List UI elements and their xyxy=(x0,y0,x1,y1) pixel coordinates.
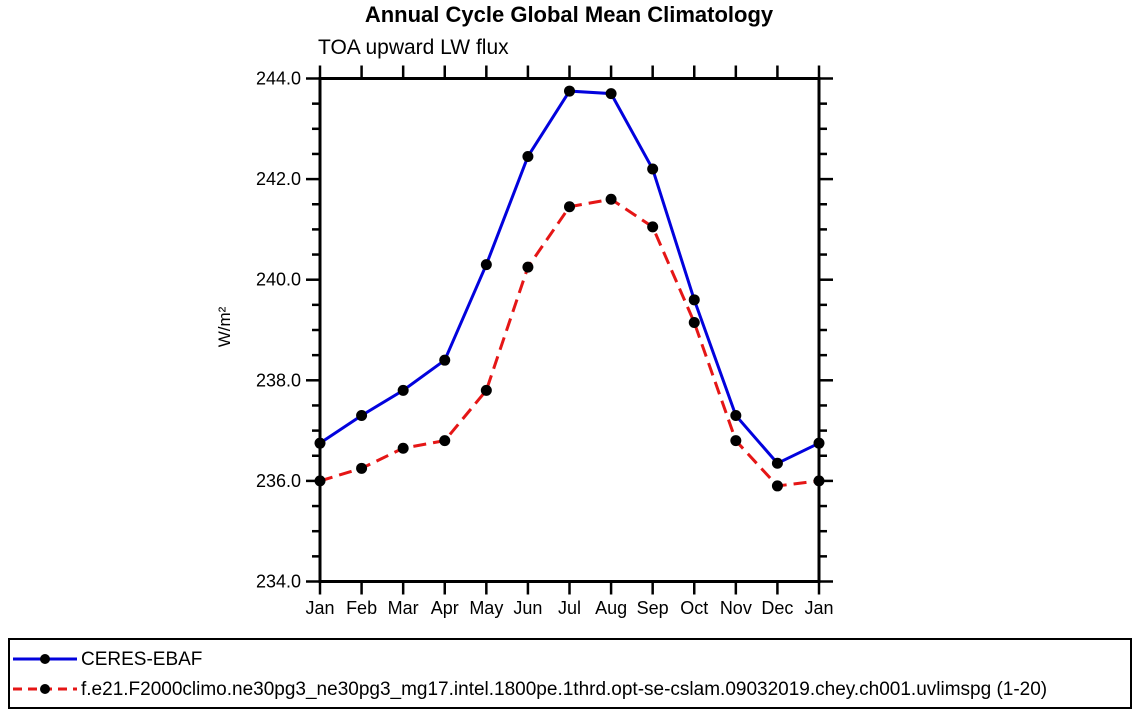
x-tick-label: Mar xyxy=(388,598,419,618)
series-line-1 xyxy=(319,197,820,488)
y-tick-label: 238.0 xyxy=(256,370,301,390)
x-tick-label: Jan xyxy=(804,598,833,618)
legend-label-model: f.e21.F2000climo.ne30pg3_ne30pg3_mg17.in… xyxy=(81,678,1048,700)
chart-title: Annual Cycle Global Mean Climatology xyxy=(364,2,774,27)
x-axis: Jan Feb Mar Apr May Jun Jul Aug Sep Oct Nov Dec Jan xyxy=(305,65,834,618)
data-point-marker xyxy=(771,480,783,492)
x-tick-label: Jun xyxy=(513,598,542,618)
x-tick-label: Aug xyxy=(595,598,627,618)
series-line-0 xyxy=(319,89,820,466)
legend-line-dashed-icon xyxy=(13,684,77,694)
x-tick-label: May xyxy=(469,598,503,618)
y-tick-label: 236.0 xyxy=(256,471,301,491)
data-point-marker xyxy=(688,316,700,328)
data-point-marker xyxy=(439,354,451,366)
data-point-marker xyxy=(564,85,575,97)
data-point-marker xyxy=(397,384,409,396)
x-tick-label: Jan xyxy=(305,598,334,618)
y-axis-title: W/m² xyxy=(215,306,234,347)
data-point-marker xyxy=(771,457,783,469)
data-point-marker xyxy=(564,201,575,213)
data-point-marker xyxy=(647,221,659,233)
data-point-marker xyxy=(439,435,451,447)
data-point-marker xyxy=(397,442,409,454)
plot-frame xyxy=(318,77,821,583)
annual-cycle-line-chart: 234.0 236.0 238.0 240.0 242.0 244.0 Jan Feb Mar A… xyxy=(215,65,834,618)
legend-marker-dot-icon xyxy=(40,684,50,694)
x-tick-label: Nov xyxy=(720,598,752,618)
chart-subtitle: TOA upward LW flux xyxy=(318,36,509,59)
series-1 xyxy=(314,193,825,492)
x-tick-label: Dec xyxy=(761,598,793,618)
y-tick-label: 240.0 xyxy=(256,270,301,290)
x-tick-label: Feb xyxy=(346,598,377,618)
legend-label-ceres: CERES-EBAF xyxy=(81,648,203,670)
data-point-marker xyxy=(813,475,825,487)
data-point-marker xyxy=(813,437,825,449)
legend-line-solid-icon xyxy=(13,654,77,664)
data-point-marker xyxy=(688,294,700,306)
x-tick-label: Oct xyxy=(680,598,708,618)
series-0 xyxy=(314,85,825,469)
legend-box: CERES-EBAF f.e21.F2000climo.ne30pg3_ne30… xyxy=(8,638,1132,709)
x-tick-label: Jul xyxy=(558,598,581,618)
x-tick-label: Sep xyxy=(637,598,669,618)
data-point-marker xyxy=(605,193,617,205)
data-point-marker xyxy=(314,475,326,487)
data-point-marker xyxy=(356,410,368,422)
y-tick-label: 234.0 xyxy=(256,572,301,592)
data-point-marker xyxy=(522,150,534,162)
data-point-marker xyxy=(605,88,617,100)
legend-marker-dot-icon xyxy=(40,654,50,664)
data-point-marker xyxy=(730,435,742,447)
x-tick-label: Apr xyxy=(431,598,459,618)
data-point-marker xyxy=(730,410,742,422)
y-tick-label: 242.0 xyxy=(256,169,301,189)
data-point-marker xyxy=(480,384,492,396)
legend-row-model: f.e21.F2000climo.ne30pg3_ne30pg3_mg17.in… xyxy=(12,674,1130,704)
data-point-marker xyxy=(480,259,492,271)
data-point-marker xyxy=(314,437,326,449)
y-tick-label: 244.0 xyxy=(256,69,301,89)
legend-row-ceres: CERES-EBAF xyxy=(12,644,1130,674)
data-point-marker xyxy=(356,462,368,474)
y-axis: 234.0 236.0 238.0 240.0 242.0 244.0 xyxy=(256,69,833,592)
data-point-marker xyxy=(522,261,534,273)
data-point-marker xyxy=(647,163,659,175)
